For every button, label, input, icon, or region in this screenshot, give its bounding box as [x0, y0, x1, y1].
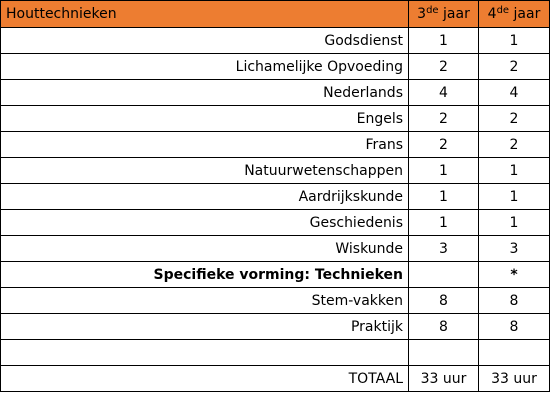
year4-cell — [478, 339, 550, 366]
total-label: TOTAAL — [0, 365, 409, 392]
subject-cell: Lichamelijke Opvoeding — [0, 53, 409, 80]
subject-cell: Nederlands — [0, 79, 409, 106]
table-row: Frans 2 2 — [0, 131, 550, 158]
table-title: Houttechnieken — [0, 0, 409, 28]
year3-cell: 2 — [408, 131, 479, 158]
subject-cell — [0, 339, 409, 366]
table-row: Geschiedenis 1 1 — [0, 209, 550, 236]
subject-cell: Aardrijkskunde — [0, 183, 409, 210]
table-header-row: Houttechnieken 3de jaar 4de jaar — [0, 0, 550, 28]
subject-cell: Praktijk — [0, 313, 409, 340]
year3-word: jaar — [443, 6, 470, 22]
year4-cell: 8 — [478, 313, 550, 340]
year3-number: 3 — [417, 6, 427, 22]
year3-cell: 1 — [408, 183, 479, 210]
subject-cell: Stem-vakken — [0, 287, 409, 314]
year4-cell: 1 — [478, 157, 550, 184]
year3-header: 3de jaar — [408, 0, 479, 28]
year3-cell: 8 — [408, 313, 479, 340]
year3-cell: 1 — [408, 27, 479, 54]
year4-cell: 3 — [478, 235, 550, 262]
year3-cell: 1 — [408, 209, 479, 236]
year4-cell: 2 — [478, 105, 550, 132]
subject-cell: Frans — [0, 131, 409, 158]
total-row: TOTAAL 33 uur 33 uur — [0, 365, 550, 392]
year4-cell: 1 — [478, 209, 550, 236]
year4-word: jaar — [513, 6, 541, 22]
table-row: Godsdienst 1 1 — [0, 27, 550, 54]
subject-cell: Wiskunde — [0, 235, 409, 262]
empty-row — [0, 339, 550, 366]
table-row: Natuurwetenschappen 1 1 — [0, 157, 550, 184]
subject-cell: Engels — [0, 105, 409, 132]
year4-cell: 2 — [478, 131, 550, 158]
year4-cell: 4 — [478, 79, 550, 106]
year4-header: 4de jaar — [478, 0, 550, 28]
table-row: Wiskunde 3 3 — [0, 235, 550, 262]
year3-cell — [408, 339, 479, 366]
year3-cell: 4 — [408, 79, 479, 106]
year3-suffix: de — [426, 5, 439, 16]
year4-cell: 1 — [478, 27, 550, 54]
year3-cell: 8 — [408, 287, 479, 314]
year3-cell: 3 — [408, 235, 479, 262]
year4-cell: * — [478, 261, 550, 288]
year4-number: 4 — [487, 6, 497, 22]
year3-cell — [408, 261, 479, 288]
subject-cell: Godsdienst — [0, 27, 409, 54]
table-row: Nederlands 4 4 — [0, 79, 550, 106]
section-heading: Specifieke vorming: Technieken — [0, 261, 409, 288]
table-row: Lichamelijke Opvoeding 2 2 — [0, 53, 550, 80]
subject-cell: Geschiedenis — [0, 209, 409, 236]
table-row: Stem-vakken 8 8 — [0, 287, 550, 314]
subject-cell: Natuurwetenschappen — [0, 157, 409, 184]
year3-cell: 1 — [408, 157, 479, 184]
year4-cell: 1 — [478, 183, 550, 210]
table-row: Praktijk 8 8 — [0, 313, 550, 340]
year4-total: 33 uur — [478, 365, 550, 392]
year3-total: 33 uur — [408, 365, 479, 392]
section-heading-row: Specifieke vorming: Technieken * — [0, 261, 550, 288]
year4-cell: 2 — [478, 53, 550, 80]
table-row: Engels 2 2 — [0, 105, 550, 132]
curriculum-table: Houttechnieken 3de jaar 4de jaar Godsdie… — [0, 0, 550, 392]
year4-suffix: de — [496, 5, 510, 16]
table-row: Aardrijkskunde 1 1 — [0, 183, 550, 210]
year3-cell: 2 — [408, 105, 479, 132]
year4-cell: 8 — [478, 287, 550, 314]
year3-cell: 2 — [408, 53, 479, 80]
